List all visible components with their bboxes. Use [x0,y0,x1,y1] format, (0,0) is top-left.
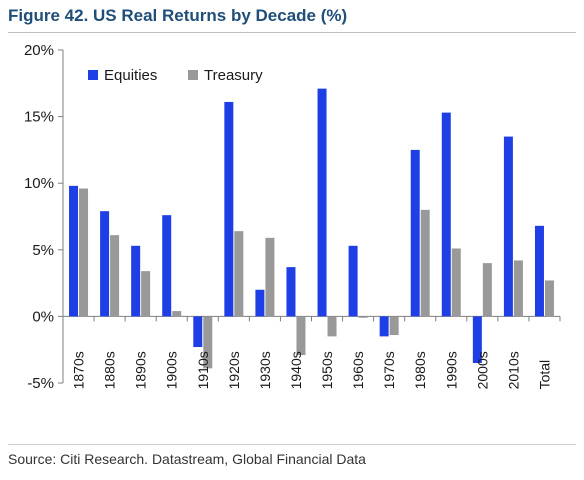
bar-treasury-1880s [110,235,120,317]
chart-bars [69,88,554,369]
bar-treasury-1950s [327,316,337,337]
x-tick-label: 1950s [319,351,335,389]
title-divider [8,32,576,33]
legend-label-equities: Equities [104,67,157,84]
bar-equities-1900s [162,215,172,317]
bar-equities-1880s [100,211,110,317]
x-tick-label: 1870s [71,351,87,389]
x-tick-label: 1980s [412,351,428,389]
source-note: Source: Citi Research. Datastream, Globa… [8,451,366,467]
bar-treasury-1920s [234,231,244,317]
y-axis-ticks: -5% 0% 5% 10% 15% 20% [24,42,54,392]
bar-treasury-1960s [358,316,368,318]
bar-equities-1870s [69,185,79,317]
bar-treasury-2000s [482,263,492,317]
legend-swatch-treasury [188,70,198,80]
source-divider [8,444,576,445]
x-tick-label: 1970s [381,351,397,389]
bar-equities-2000s [472,316,482,364]
x-tick-label: 1890s [133,351,149,389]
x-tick-label: 1880s [102,351,118,389]
x-axis-ticks: 1870s 1880s 1890s 1900s 1910s 1920s 1930s 1940s… [71,351,553,389]
x-tick-label: Total [536,360,552,390]
chart-axes [58,49,561,384]
chart-canvas: -5% 0% 5% 10% 15% 20% 1870s 1880s 1890s 1900s 191… [24,42,561,392]
y-tick-label: 15% [24,109,54,126]
bar-equities-2010s [503,136,513,317]
bar-equities-total [534,225,544,317]
bar-equities-1970s [379,316,389,337]
bar-treasury-1910s [203,316,213,369]
chart-title: Figure 42. US Real Returns by Decade (%) [8,6,348,25]
bar-equities-1930s [255,289,265,317]
x-tick-label: 1990s [443,351,459,389]
bar-treasury-2010s [513,260,523,317]
bar-treasury-1940s [296,316,306,356]
y-tick-label: -5% [27,375,54,392]
bar-treasury-1890s [141,271,151,317]
bar-equities-1960s [348,245,358,317]
x-tick-label: 1930s [257,351,273,389]
chart-legend: Equities Treasury [88,67,263,84]
y-tick-label: 10% [24,175,54,192]
bar-treasury-1930s [265,237,275,317]
bar-equities-1920s [224,101,234,317]
legend-swatch-equities [88,70,98,80]
x-tick-label: 1910s [195,351,211,389]
bar-treasury-1980s [420,209,430,317]
y-tick-label: 5% [32,242,54,259]
bar-treasury-1970s [389,316,399,336]
bar-equities-1940s [286,267,296,317]
bar-treasury-1990s [451,248,461,317]
y-tick-label: 0% [32,308,54,325]
y-tick-label: 20% [24,42,54,59]
x-tick-label: 2010s [505,351,521,389]
bar-equities-1910s [193,316,203,348]
bar-equities-1950s [317,88,327,317]
bar-equities-1980s [410,149,420,317]
bar-treasury-1870s [79,188,89,317]
legend-label-treasury: Treasury [204,67,263,84]
x-tick-label: 1940s [288,351,304,389]
x-tick-label: 1960s [350,351,366,389]
bar-equities-1890s [131,245,141,317]
x-tick-label: 1920s [226,351,242,389]
bar-treasury-1900s [172,311,182,317]
bar-treasury-total [544,280,554,317]
x-tick-label: 1900s [164,351,180,389]
x-tick-label: 2000s [474,351,490,389]
bar-equities-1990s [441,112,451,317]
